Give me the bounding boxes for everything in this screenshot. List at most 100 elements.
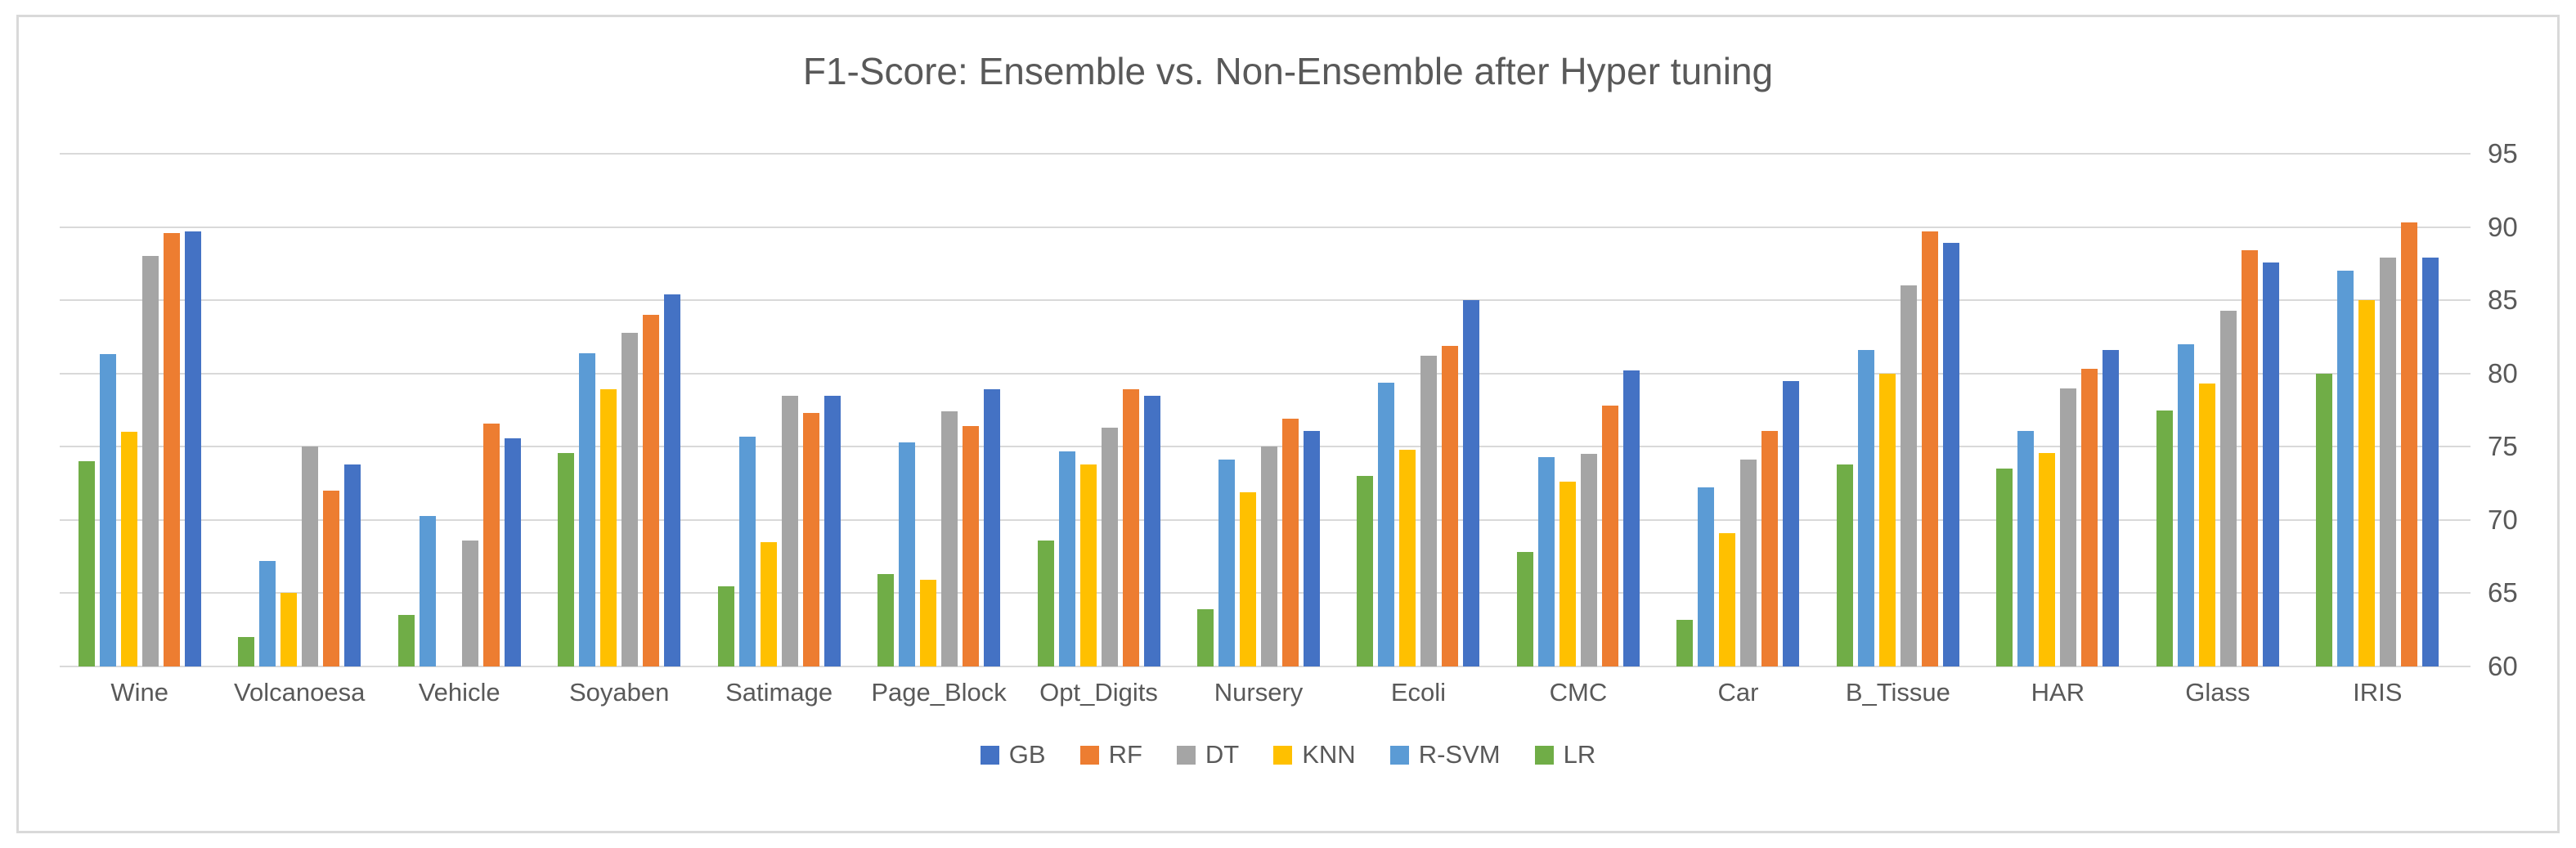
- bar-KNN-HAR: [2039, 452, 2056, 666]
- bar-group-Satimage: [699, 154, 859, 666]
- y-tick-mark: [2457, 592, 2471, 594]
- legend-item-DT: DT: [1176, 740, 1239, 769]
- bar-group-Page_Block: [859, 154, 1018, 666]
- bar-RF-HAR: [2081, 369, 2098, 666]
- bar-DT-Glass: [2219, 310, 2237, 666]
- x-label-IRIS: IRIS: [2353, 678, 2403, 707]
- bar-RF-Wine: [163, 232, 180, 666]
- legend-label-R-SVM: R-SVM: [1418, 740, 1501, 769]
- bar-R-SVM-Page_Block: [899, 442, 916, 666]
- x-label-B_Tissue: B_Tissue: [1845, 678, 1950, 707]
- x-label-Page_Block: Page_Block: [871, 678, 1007, 707]
- bar-R-SVM-Volcanoesa: [259, 561, 276, 666]
- bar-LR-HAR: [1996, 469, 2013, 666]
- bar-RF-Opt_Digits: [1122, 389, 1139, 666]
- bar-RF-CMC: [1601, 406, 1618, 666]
- bar-DT-Vehicle: [461, 540, 478, 666]
- bar-GB-B_Tissue: [1942, 243, 1959, 666]
- bar-R-SVM-Glass: [2177, 343, 2194, 666]
- bar-GB-Soyaben: [664, 294, 681, 666]
- bar-DT-Soyaben: [622, 332, 639, 666]
- bar-KNN-Nursery: [1240, 491, 1257, 666]
- bar-DT-Volcanoesa: [302, 446, 319, 666]
- bar-DT-HAR: [2060, 388, 2077, 666]
- bar-DT-B_Tissue: [1900, 285, 1917, 666]
- bar-group-Wine: [60, 154, 219, 666]
- bar-LR-Glass: [2156, 410, 2173, 666]
- bar-RF-IRIS: [2401, 222, 2418, 666]
- bar-DT-Wine: [141, 256, 159, 666]
- bar-group-Soyaben: [539, 154, 698, 666]
- bar-R-SVM-Vehicle: [419, 515, 436, 666]
- bar-R-SVM-Nursery: [1218, 460, 1236, 666]
- bar-GB-Vehicle: [504, 437, 521, 666]
- bar-LR-Page_Block: [877, 574, 895, 666]
- bar-group-IRIS: [2298, 154, 2457, 666]
- bar-DT-Satimage: [781, 395, 798, 666]
- x-label-Car: Car: [1717, 678, 1759, 707]
- y-tick-label: 90: [2488, 211, 2518, 242]
- y-tick-label: 65: [2488, 577, 2518, 608]
- plot-area: [60, 153, 2457, 667]
- x-label-HAR: HAR: [2031, 678, 2085, 707]
- bar-DT-IRIS: [2380, 258, 2397, 666]
- bar-KNN-Volcanoesa: [280, 593, 298, 666]
- bar-group-CMC: [1498, 154, 1658, 666]
- bar-RF-B_Tissue: [1921, 231, 1938, 666]
- bar-group-Volcanoesa: [219, 154, 379, 666]
- bar-LR-Ecoli: [1357, 476, 1374, 666]
- bar-group-Nursery: [1178, 154, 1338, 666]
- bar-KNN-Glass: [2198, 384, 2215, 666]
- bar-LR-Soyaben: [558, 452, 575, 666]
- bar-R-SVM-Soyaben: [579, 352, 596, 666]
- bar-group-Vehicle: [379, 154, 539, 666]
- gridline-65: [60, 592, 2457, 594]
- bar-RF-Vehicle: [482, 423, 500, 666]
- bar-KNN-CMC: [1559, 482, 1576, 666]
- bar-DT-Ecoli: [1420, 356, 1438, 666]
- legend-label-RF: RF: [1108, 740, 1142, 769]
- legend-item-KNN: KNN: [1273, 740, 1356, 769]
- y-tick-label: 60: [2488, 651, 2518, 681]
- bar-KNN-Page_Block: [920, 580, 937, 666]
- bar-LR-Wine: [78, 461, 95, 666]
- y-tick-mark: [2457, 446, 2471, 448]
- legend-swatch-GB: [980, 745, 999, 765]
- bar-LR-B_Tissue: [1836, 464, 1853, 666]
- bar-R-SVM-IRIS: [2337, 271, 2354, 666]
- legend-item-R-SVM: R-SVM: [1389, 740, 1501, 769]
- bar-R-SVM-B_Tissue: [1857, 350, 1874, 666]
- bar-KNN-IRIS: [2358, 300, 2376, 666]
- x-label-Nursery: Nursery: [1214, 678, 1304, 707]
- bar-group-HAR: [1978, 154, 2138, 666]
- bar-KNN-Opt_Digits: [1079, 464, 1097, 666]
- bar-RF-Page_Block: [963, 426, 980, 666]
- bar-KNN-B_Tissue: [1878, 373, 1896, 666]
- bar-R-SVM-Wine: [99, 354, 116, 666]
- gridline-75: [60, 446, 2457, 448]
- bar-LR-Satimage: [717, 586, 734, 666]
- bar-GB-Glass: [2262, 262, 2279, 666]
- bar-KNN-Satimage: [760, 541, 777, 666]
- bar-KNN-Ecoli: [1399, 449, 1416, 666]
- bar-DT-Car: [1740, 460, 1757, 666]
- bar-R-SVM-Ecoli: [1378, 382, 1395, 666]
- bar-DT-Opt_Digits: [1101, 428, 1118, 666]
- bar-R-SVM-Opt_Digits: [1058, 451, 1075, 666]
- legend-swatch-KNN: [1273, 745, 1293, 765]
- bar-group-Opt_Digits: [1019, 154, 1178, 666]
- y-tick-mark: [2457, 666, 2471, 667]
- bar-GB-Satimage: [824, 395, 841, 666]
- legend-item-LR: LR: [1534, 740, 1595, 769]
- bar-LR-IRIS: [2316, 373, 2333, 666]
- x-label-Glass: Glass: [2185, 678, 2251, 707]
- y-tick-label: 70: [2488, 504, 2518, 535]
- y-tick-label: 85: [2488, 285, 2518, 316]
- legend-label-KNN: KNN: [1302, 740, 1356, 769]
- bar-GB-CMC: [1622, 370, 1640, 666]
- legend-swatch-R-SVM: [1389, 745, 1409, 765]
- bar-LR-CMC: [1516, 552, 1533, 666]
- y-tick-mark: [2457, 372, 2471, 375]
- bar-groups: [60, 154, 2457, 666]
- x-label-Ecoli: Ecoli: [1390, 678, 1447, 707]
